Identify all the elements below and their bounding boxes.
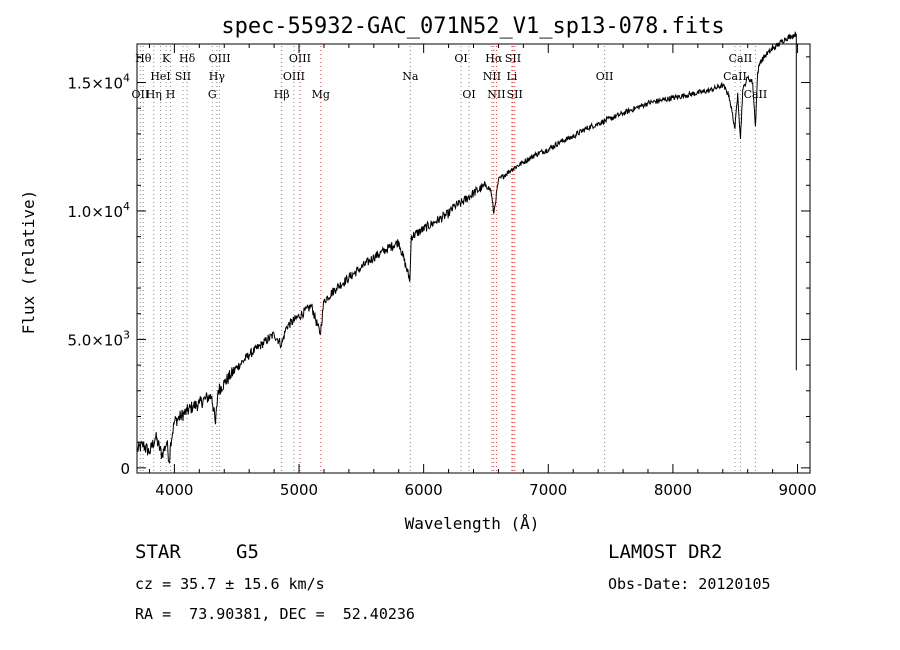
object-class: STAR (135, 541, 181, 563)
spectral-line-label: NII (487, 88, 505, 101)
chart-title: spec-55932-GAC_071N52_V1_sp13-078.fits (221, 14, 724, 39)
y-tick-label: 0 (120, 460, 130, 478)
x-tick-label: 9000 (778, 481, 816, 499)
spectral-line-label: OI (454, 52, 467, 65)
spectral-line-label: Hη (146, 88, 162, 101)
y-tick-label: 1.5×104 (67, 72, 130, 93)
spectral-line-label: HeI (150, 70, 170, 83)
y-tick-label: 1.0×104 (67, 200, 130, 221)
observation-date: Obs-Date: 20120105 (608, 575, 771, 593)
spectral-line-label: CaII (723, 70, 747, 83)
spectral-line-label: Mg (312, 88, 330, 101)
y-tick-exponent: 4 (123, 200, 130, 213)
spectral-line-label: CaII (729, 52, 753, 65)
spectral-line-label: Hδ (179, 52, 196, 65)
spectral-line-label: OI (462, 88, 475, 101)
x-tick-label: 4000 (155, 481, 193, 499)
spectral-line-label: Na (402, 70, 419, 83)
x-axis-ticks: 4000 5000 6000 7000 8000 9000 (148, 44, 817, 499)
spectral-line-label: H (166, 88, 176, 101)
spectral-line-labels: HθOIIHηKHeIHSIIHδHγGOIIIHβOIIIOIIIMgNaOI… (132, 52, 768, 101)
spectral-line-label: Hγ (209, 70, 226, 83)
survey-name: LAMOST DR2 (608, 541, 723, 563)
y-axis-label: Flux (relative) (19, 190, 38, 335)
y-tick-mantissa: 1.5×10 (67, 75, 123, 93)
object-subclass: G5 (236, 541, 259, 563)
spectral-line-label: Hβ (274, 88, 290, 101)
spectral-lines (139, 46, 756, 473)
x-tick-label: 8000 (654, 481, 692, 499)
y-tick-mantissa: 0 (120, 460, 130, 478)
y-tick-exponent: 4 (123, 72, 130, 85)
spectral-line-label: OII (596, 70, 614, 83)
redshift-cz: cz = 35.7 ± 15.6 km/s (135, 575, 325, 593)
plot-frame (136, 43, 811, 474)
flux-series-line (136, 31, 797, 465)
spectral-line-label: Li (506, 70, 517, 83)
y-tick-exponent: 3 (123, 328, 130, 341)
x-axis-label: Wavelength (Å) (405, 514, 540, 533)
spectral-line-label: OIII (209, 52, 231, 65)
spectral-line-label: SII (175, 70, 191, 83)
x-tick-label: 5000 (280, 481, 318, 499)
spectral-line-label: Hα (485, 52, 503, 65)
spectral-line-label: OIII (283, 70, 305, 83)
spectral-line-label: CaII (744, 88, 768, 101)
spectral-line-label: SII (507, 88, 523, 101)
x-tick-label: 7000 (529, 481, 567, 499)
coordinates: RA = 73.90381, DEC = 52.40236 (135, 605, 415, 623)
y-tick-mantissa: 1.0×10 (67, 203, 123, 221)
spectral-line-label: G (208, 88, 217, 101)
spectral-line-label: OIII (289, 52, 311, 65)
y-tick-mantissa: 5.0×10 (67, 331, 123, 349)
spectral-line-label: NII (483, 70, 501, 83)
spectral-line-label: SII (505, 52, 521, 65)
spectral-line-label: OII (132, 88, 150, 101)
y-tick-label: 5.0×103 (67, 328, 130, 349)
spectral-line-label: K (162, 52, 171, 65)
x-tick-label: 6000 (405, 481, 443, 499)
spectral-line-label: Hθ (135, 52, 152, 65)
